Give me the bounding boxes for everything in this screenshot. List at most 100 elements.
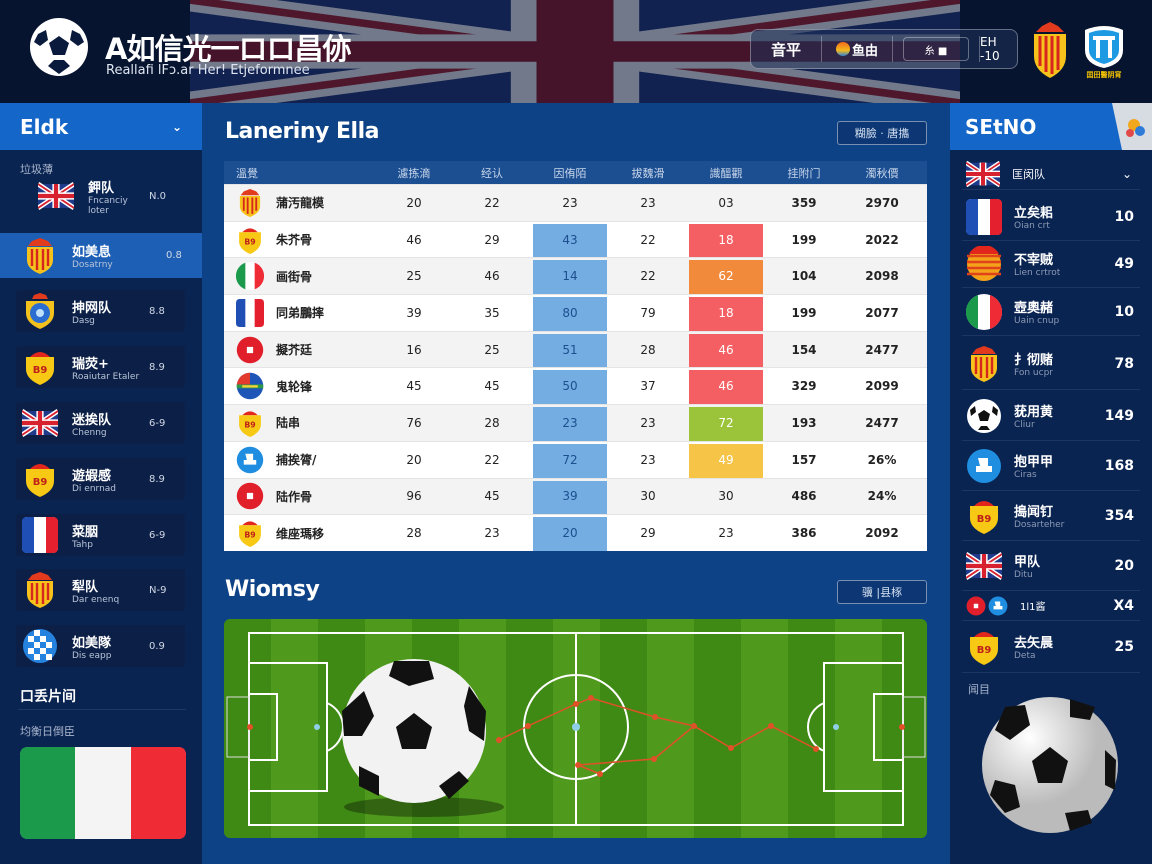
blue-crest-icon	[22, 293, 58, 329]
pitch-visualization[interactable]	[224, 619, 927, 838]
table-filter-button[interactable]: 糊臉 · 唐㩦	[837, 121, 927, 145]
cell-value: 28	[406, 526, 422, 541]
cell-value: 193	[791, 415, 817, 430]
club-badge[interactable]: 囯田醫阴宵	[1083, 24, 1125, 79]
column-header[interactable]: 濾拣滴	[397, 166, 431, 180]
broadcaster-text: 鱼由	[851, 43, 878, 59]
soccer-ball-logo	[30, 18, 88, 76]
column-header[interactable]: 拔魏滑	[631, 166, 665, 180]
team-subtitle: Dosatrny	[72, 260, 113, 270]
header-toggle-button[interactable]: 糸 ■	[903, 37, 969, 61]
table-title: Laneriny Ella	[225, 119, 379, 144]
sidebar-item-team[interactable]: B9 遊嘏感 Di enrnad 8.9	[16, 458, 185, 500]
item-value: 149	[1104, 407, 1134, 424]
sidebar-item-team[interactable]: B9 瑞荧+ Roaiutar Etaler 8.9	[16, 346, 185, 388]
table-row[interactable]: 鬼轮锋 45 45 50 37 46 329 2099	[224, 367, 927, 405]
sidebar-item-team[interactable]: 如美隊 Dis eapp 0.9	[16, 625, 185, 667]
team-value: 8.8	[149, 305, 165, 317]
cell-value: 45	[484, 379, 500, 394]
team-name: 蒲汚龍模	[276, 196, 325, 211]
table-row[interactable]: 画街骨 25 46 14 22 62 104 2098	[224, 257, 927, 295]
column-header[interactable]: 濁秋價	[865, 166, 899, 180]
app-header: A如信光一ロロ昌㑊 Realla‌fi lFɔ.ar Her! Etjeform…	[0, 0, 1152, 103]
divider	[821, 36, 822, 62]
table-row[interactable]: 捕挨膂/20 22 72 23 49 157 26%	[224, 440, 927, 478]
italy-flag[interactable]	[20, 747, 186, 839]
chevron-down-icon[interactable]: ⌄	[171, 119, 182, 134]
item-name: 莸用黄	[1014, 405, 1054, 420]
uk-flag-icon	[20, 405, 60, 441]
item-subtitle: Deta	[1014, 651, 1036, 661]
right-list-item[interactable]: B9 搗闻钉 Dosarteher 354	[962, 491, 1140, 541]
pitch-view-button[interactable]: 骥 |县㭬	[837, 580, 927, 604]
column-header[interactable]: 因侑陌	[553, 166, 587, 180]
item-name: 搗闻钉	[1014, 505, 1054, 520]
cell-value: 22	[484, 452, 500, 467]
soccer-ball-image	[982, 697, 1118, 833]
item-value: 78	[1114, 355, 1134, 372]
column-header[interactable]: 識醞觀	[709, 166, 743, 180]
sidebar-item-team[interactable]: 鉀队 Fncanciy loter N.0	[16, 175, 185, 217]
sidebar-item-team[interactable]: 菜胭 Tahp 6-9	[16, 514, 185, 556]
team-subtitle: Fncanciy loter	[88, 195, 128, 216]
team-name: 瑞荧+	[72, 356, 109, 372]
cell-value: 2970	[865, 195, 899, 210]
right-list-item[interactable]: 莸用黄 Cliur 149	[962, 391, 1140, 441]
cell-highlight	[533, 443, 607, 478]
right-list-item[interactable]: 甲队 Ditu 20	[962, 541, 1140, 591]
cell-value: 51	[562, 342, 578, 357]
item-value: X4	[1113, 597, 1134, 614]
item-value: 10	[1114, 208, 1134, 225]
column-header[interactable]: 经认	[481, 166, 503, 180]
cell-highlight	[533, 333, 607, 368]
cell-value: 157	[791, 452, 817, 467]
item-name: 甲队	[1014, 555, 1041, 570]
cell-value: 104	[791, 269, 817, 284]
team-name: 维座瑪移	[276, 526, 325, 541]
divider	[892, 36, 893, 62]
item-subtitle: Lien crtrot	[1014, 268, 1061, 278]
table-row[interactable]: B9 陆串 76 28 23 23 72 193 2477	[224, 404, 927, 441]
spain-crest-badge[interactable]	[1030, 22, 1070, 78]
cell-highlight	[689, 297, 763, 331]
left-sidebar-header[interactable]: Eldk ⌄	[0, 103, 202, 150]
table-row[interactable]: 同弟鵬摔 39 35 80 79 18 199 2077	[224, 294, 927, 331]
italy-flag-icon	[235, 262, 265, 291]
cell-highlight	[533, 260, 607, 295]
broadcaster-logo[interactable]: 鱼由	[822, 36, 892, 62]
table-row[interactable]: B9 维座瑪移 28 23 20 29 23 386 2092	[224, 514, 927, 551]
header-control-label[interactable]: 音平	[770, 40, 801, 59]
team-subtitle: Tahp	[72, 539, 93, 550]
cell-highlight	[533, 517, 607, 551]
item-name: 扌彻赌	[1014, 353, 1054, 368]
sidebar-item-team[interactable]: 迷挨队 Chenng 6-9	[16, 402, 185, 444]
right-list-item[interactable]: 立矣耜 Oian crt 10	[962, 193, 1140, 241]
table-row[interactable]: B9 朱芥骨 46 29 43 22 18 199 2022	[224, 220, 927, 258]
svg-text:B9: B9	[33, 365, 48, 376]
sidebar-item-team[interactable]: 犁队 Dar enenq N-9	[16, 569, 185, 611]
column-header[interactable]: 挂附门	[787, 166, 821, 180]
right-list-item[interactable]: 不宰贼 Lien crtrot 49	[962, 240, 1140, 288]
team-dropdown[interactable]: 匡闵队 ⌄	[962, 158, 1140, 190]
cell-highlight	[533, 480, 607, 515]
right-list-item[interactable]: 壺奧赭 Uain cnup 10	[962, 288, 1140, 336]
table-row[interactable]: 蒲汚龍模 20 22 23 23 03 359 2970	[224, 184, 927, 221]
right-list-item[interactable]: 抱甲甲 Ciras 168	[962, 441, 1140, 491]
table-row[interactable]: 擬芥廷 16 25 51 28 46 154 2477	[224, 330, 927, 368]
svg-text:B9: B9	[244, 237, 255, 246]
left-sidebar: Eldk ⌄ 垃圾薄 鉀队 Fncanciy loter N.0 如美息 Dosatrny…	[0, 103, 202, 864]
red-circle-icon	[966, 596, 986, 616]
table-row[interactable]: 陆作骨 96 45 39 30 30 486 24%	[224, 477, 927, 515]
team-value: 8.9	[149, 473, 165, 485]
right-list-item[interactable]: B9 去矢晨 Deta 25	[962, 621, 1140, 673]
team-name: 同弟鵬摔	[276, 306, 325, 321]
cell-value: 37	[640, 379, 656, 394]
column-header[interactable]: 溫覺	[236, 166, 258, 180]
sidebar-item-team[interactable]: 抻网队 Dasg 8.8	[16, 290, 185, 332]
section-label: 垃圾薄	[20, 163, 53, 176]
right-list-item[interactable]: 扌彻赌 Fon ucpr 78	[962, 338, 1140, 390]
sidebar-item-team[interactable]: 如美息 Dosatrny 0.8	[0, 233, 202, 278]
right-list-item[interactable]: 1l1酱 X4	[962, 591, 1140, 621]
team-value: 0.9	[149, 640, 165, 652]
dropdown-label: 匡闵队	[1012, 167, 1045, 181]
